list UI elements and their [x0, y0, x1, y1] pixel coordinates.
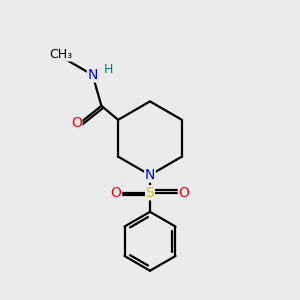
Text: S: S — [146, 186, 154, 200]
Text: O: O — [71, 116, 82, 130]
Text: O: O — [111, 186, 122, 200]
Text: N: N — [87, 68, 98, 82]
Text: N: N — [145, 168, 155, 182]
Text: H: H — [104, 62, 113, 76]
Text: O: O — [178, 186, 189, 200]
Text: CH₃: CH₃ — [50, 48, 73, 61]
